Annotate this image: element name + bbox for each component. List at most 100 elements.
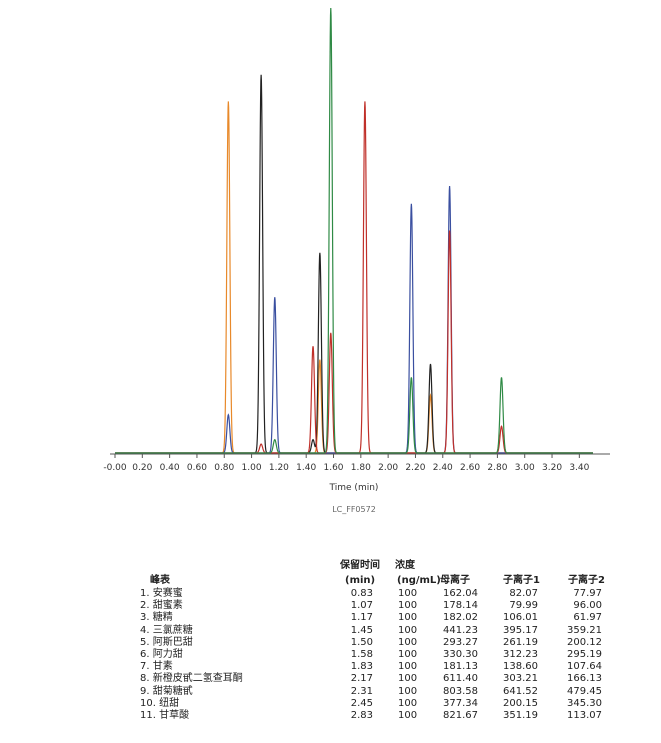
- cell-d1: 351.19: [503, 710, 538, 721]
- cell-parent: 821.67: [443, 710, 478, 721]
- cell-parent: 611.40: [443, 673, 478, 685]
- cell-d2: 61.97: [573, 612, 602, 624]
- cell-parent: 182.02: [443, 612, 478, 624]
- cell-d2: 77.97: [573, 588, 602, 599]
- cell-rt: 2.45: [350, 697, 373, 709]
- x-tick-label: 2.20: [405, 463, 425, 473]
- header-concentration-unit: (ng/mL): [397, 575, 441, 586]
- cell-d1: 303.21: [503, 673, 538, 685]
- cell-d1: 82.07: [509, 588, 538, 599]
- x-axis-title: Time (min): [329, 483, 379, 493]
- x-tick-label: 1.60: [323, 463, 343, 473]
- x-tick-label: 3.20: [542, 463, 562, 473]
- trace-series-4: [115, 101, 593, 454]
- table-row: 2. 甜蜜素 1.07 100 178.14 79.99 96.00: [140, 600, 610, 612]
- x-tick-label: 1.20: [269, 463, 289, 473]
- trace-series-1: [115, 101, 593, 454]
- cell-conc: 100: [398, 600, 418, 612]
- header-parent-ion: 母离子: [440, 575, 470, 586]
- cell-rt: 2.17: [350, 673, 373, 685]
- x-tick-label: 0.20: [132, 463, 152, 473]
- table-row: 10. 纽甜 2.45 100 377.34 200.15 345.30: [140, 698, 610, 710]
- table-row: 7. 甘素 1.83 100 181.13 138.60 107.64: [140, 661, 610, 673]
- cell-conc: 100: [398, 612, 418, 624]
- cell-rt: 0.83: [350, 588, 373, 599]
- cell-conc: 100: [398, 673, 418, 685]
- cell-rt: 1.58: [350, 649, 373, 660]
- cell-rt: 2.83: [350, 710, 373, 721]
- x-tick-label: 1.40: [296, 463, 316, 473]
- x-tick-label: 0.40: [160, 463, 180, 473]
- cell-name: 7. 甘素: [140, 661, 173, 673]
- cell-d2: 200.12: [567, 636, 602, 648]
- table-row: 11. 甘草酸 2.83 100 821.67 351.19 113.07: [140, 710, 610, 722]
- table-title: 峰表: [150, 575, 170, 586]
- cell-rt: 1.83: [350, 661, 373, 673]
- cell-d1: 641.52: [503, 685, 538, 697]
- cell-d2: 107.64: [567, 661, 602, 673]
- cell-conc: 100: [398, 697, 418, 709]
- cell-d2: 479.45: [567, 685, 602, 697]
- x-tick-label: 1.80: [351, 463, 371, 473]
- cell-d1: 106.01: [503, 612, 538, 624]
- cell-parent: 178.14: [443, 600, 478, 612]
- cell-d2: 113.07: [567, 710, 602, 721]
- chart-caption: LC_FF0572: [332, 505, 376, 514]
- header-retention-time-unit: (min): [345, 575, 376, 586]
- x-tick-label: 0.60: [187, 463, 207, 473]
- cell-conc: 100: [398, 588, 418, 599]
- chromatogram-traces: [115, 7, 593, 454]
- cell-name: 6. 阿力甜: [140, 649, 183, 660]
- table-row: 8. 新橙皮甙二氢查耳酮 2.17 100 611.40 303.21 166.13: [140, 673, 610, 685]
- cell-conc: 100: [398, 710, 418, 721]
- cell-name: 11. 甘草酸: [140, 710, 190, 721]
- cell-rt: 1.50: [350, 636, 373, 648]
- cell-name: 2. 甜蜜素: [140, 600, 183, 612]
- cell-d1: 312.23: [503, 649, 538, 660]
- x-tick-label: 2.40: [433, 463, 453, 473]
- cell-name: 5. 阿斯巴甜: [140, 636, 193, 648]
- cell-d2: 359.21: [567, 624, 602, 636]
- cell-parent: 803.58: [443, 685, 478, 697]
- trace-series-2: [115, 74, 593, 454]
- x-tick-label: -0.00: [103, 463, 127, 473]
- cell-parent: 162.04: [443, 588, 478, 599]
- chromatogram-chart: -0.00 0.20 0.40 0.60 0.80 1.00 1.20 1.40 1.60 1.8…: [103, 7, 610, 514]
- header-daughter-ion-2: 子离子2: [568, 575, 605, 586]
- table-row: 3. 糖精 1.17 100 182.02 106.01 61.97: [140, 612, 610, 624]
- table-row: 1. 安赛蜜 0.83 100 162.04 82.07 77.97: [140, 588, 610, 600]
- cell-d1: 79.99: [509, 600, 538, 612]
- trace-series-3: [115, 185, 593, 454]
- cell-d2: 345.30: [567, 697, 602, 709]
- cell-d1: 200.15: [503, 697, 538, 709]
- x-tick-label: 2.80: [487, 463, 507, 473]
- cell-conc: 100: [398, 685, 418, 697]
- cell-name: 10. 纽甜: [140, 697, 180, 709]
- cell-conc: 100: [398, 624, 418, 636]
- cell-conc: 100: [398, 636, 418, 648]
- cell-conc: 100: [398, 661, 418, 673]
- x-tick-label: 2.60: [460, 463, 480, 473]
- cell-d2: 166.13: [567, 673, 602, 685]
- cell-rt: 1.07: [350, 600, 373, 612]
- cell-rt: 2.31: [350, 685, 373, 697]
- table-row: 4. 三氯蔗糖 1.45 100 441.23 395.17 359.21: [140, 625, 610, 637]
- cell-d1: 138.60: [503, 661, 538, 673]
- header-concentration: 浓度: [395, 560, 415, 571]
- cell-parent: 377.34: [443, 697, 478, 709]
- cell-name: 8. 新橙皮甙二氢查耳酮: [140, 673, 243, 685]
- cell-d2: 96.00: [573, 600, 602, 612]
- trace-series-5: [115, 7, 593, 454]
- cell-name: 4. 三氯蔗糖: [140, 624, 193, 636]
- cell-name: 1. 安赛蜜: [140, 588, 183, 599]
- cell-d1: 395.17: [503, 624, 538, 636]
- cell-parent: 293.27: [443, 636, 478, 648]
- table-row: 9. 甜菊糖甙 2.31 100 803.58 641.52 479.45: [140, 686, 610, 698]
- cell-d2: 295.19: [567, 649, 602, 660]
- x-axis-ticks: -0.00 0.20 0.40 0.60 0.80 1.00 1.20 1.40 1.60 1.8…: [103, 454, 590, 473]
- x-tick-label: 3.00: [515, 463, 535, 473]
- cell-name: 3. 糖精: [140, 612, 173, 624]
- x-tick-label: 3.40: [569, 463, 589, 473]
- cell-d1: 261.19: [503, 636, 538, 648]
- header-retention-time: 保留时间: [340, 560, 380, 571]
